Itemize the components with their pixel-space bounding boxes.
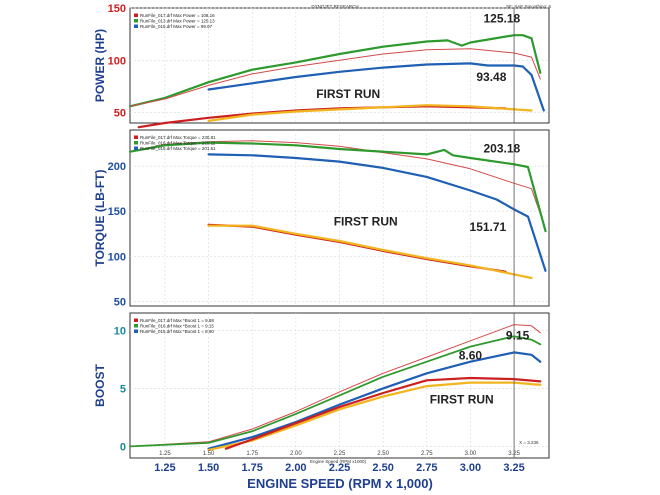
y-tick-label: 50 bbox=[114, 108, 126, 120]
legend-entry: RunFile_015.drf Max Power = 99.97 bbox=[140, 24, 213, 29]
annotation-label: 125.18 bbox=[484, 12, 521, 26]
legend-swatch bbox=[134, 24, 138, 28]
x-tick-label: 1.25 bbox=[154, 462, 175, 474]
inner-x-tick-label: 1.25 bbox=[159, 451, 171, 457]
y-tick-label: 0 bbox=[120, 441, 126, 453]
header-settings: SF: SAE Smoothing: 5 bbox=[506, 4, 552, 9]
legend-swatch bbox=[134, 135, 138, 139]
inner-x-tick-label: 3.00 bbox=[465, 451, 477, 457]
boost-series-blue bbox=[207, 351, 542, 450]
x-axis-label: ENGINE SPEED (RPM x 1,000) bbox=[247, 476, 433, 491]
cursor-readout: X = 3.236 bbox=[519, 440, 539, 445]
inner-x-tick-label: 1.75 bbox=[246, 451, 258, 457]
y-tick-label: 50 bbox=[114, 296, 126, 308]
annotation-label: 203.18 bbox=[484, 142, 521, 156]
boost-panel: 10 5 0 BOOST RunFile_017.drf Max *Boost 1 = … bbox=[93, 312, 550, 459]
x-tick-label: 2.50 bbox=[372, 462, 393, 474]
x-tick-label: 2.25 bbox=[329, 462, 350, 474]
y-tick-label: 100 bbox=[108, 251, 126, 263]
torque-axis-label: TORQUE (LB-FT) bbox=[93, 169, 107, 266]
x-tick-label: 3.00 bbox=[460, 462, 481, 474]
x-tick-label: 1.75 bbox=[241, 462, 262, 474]
power-axis-label: POWER (HP) bbox=[93, 29, 107, 102]
legend-entry: RunFile_016.drf Max Torque = 225.11 bbox=[140, 141, 216, 146]
torque-series-yellow bbox=[207, 224, 533, 280]
legend-swatch bbox=[134, 324, 138, 328]
legend-swatch bbox=[134, 329, 138, 333]
legend-entry: RunFile_017.drf Max Torque = 230.81 bbox=[140, 135, 216, 140]
y-tick-label: 5 bbox=[120, 383, 126, 395]
annotation-label: 93.48 bbox=[476, 70, 506, 84]
power-series-thin_red bbox=[129, 48, 541, 107]
inner-x-tick-label: 2.00 bbox=[290, 451, 302, 457]
annotation-label: 151.71 bbox=[470, 220, 507, 234]
y-tick-label: 150 bbox=[108, 3, 126, 15]
legend-entry: RunFile_017.drf Max Power = 108.16 bbox=[140, 13, 215, 18]
legend-entry: RunFile_015.drf Max Torque = 201.61 bbox=[140, 146, 216, 151]
y-tick-label: 100 bbox=[108, 55, 126, 67]
annotation-label: FIRST RUN bbox=[430, 392, 494, 406]
torque-panel: 200 150 100 50 TORQUE (LB-FT) RunFile_017.drf… bbox=[93, 129, 550, 308]
y-tick-label: 150 bbox=[108, 206, 126, 218]
annotation-label: 8.60 bbox=[459, 348, 483, 362]
boost-series-red bbox=[224, 376, 542, 450]
power-series-green bbox=[128, 34, 542, 108]
boost-series-green bbox=[129, 335, 542, 448]
power-series-yellow bbox=[207, 104, 533, 122]
annotation-label: FIRST RUN bbox=[316, 87, 380, 101]
x-tick-label: 2.75 bbox=[416, 462, 437, 474]
boost-axis-label: BOOST bbox=[93, 363, 107, 406]
inner-x-tick-label: 2.75 bbox=[421, 451, 433, 457]
legend-swatch bbox=[134, 13, 138, 17]
inner-x-tick-label: 2.50 bbox=[377, 451, 389, 457]
x-tick-label: 2.00 bbox=[285, 462, 306, 474]
legend-entry: RunFile_013.drf Max Power = 125.13 bbox=[140, 19, 215, 24]
legend-swatch bbox=[134, 19, 138, 23]
inner-x-tick-label: 2.25 bbox=[334, 451, 346, 457]
boost-series-yellow bbox=[207, 381, 542, 451]
inner-x-tick-label: 1.50 bbox=[203, 451, 215, 457]
annotation-label: FIRST RUN bbox=[334, 215, 398, 229]
torque-series-blue bbox=[207, 153, 547, 272]
power-panel: 150 100 50 POWER (HP) RunFile_017.drf Max Po… bbox=[93, 3, 550, 129]
legend-entry: RunFile_015.drf Max *Boost 1 = 8.60 bbox=[140, 329, 214, 334]
inner-x-tick-label: 3.25 bbox=[508, 451, 520, 457]
y-tick-label: 10 bbox=[114, 325, 126, 337]
legend-swatch bbox=[134, 146, 138, 150]
power-series-blue bbox=[207, 62, 545, 112]
legend-swatch bbox=[134, 141, 138, 145]
annotation-label: 9.15 bbox=[506, 329, 530, 343]
inner-x-axis-label: Engine Speed (RPM x1000) bbox=[310, 459, 367, 464]
legend-swatch bbox=[134, 318, 138, 322]
torque-series-green bbox=[128, 141, 547, 233]
legend-entry: RunFile_016.drf Max *Boost 1 = 9.15 bbox=[140, 324, 214, 329]
header-title: DYNOJET RESEARCH bbox=[311, 4, 358, 9]
x-tick-label: 1.50 bbox=[198, 462, 219, 474]
boost-series-thin_red bbox=[129, 324, 541, 447]
y-tick-label: 200 bbox=[108, 161, 126, 173]
legend-entry: RunFile_017.drf Max *Boost 1 = 9.88 bbox=[140, 318, 214, 323]
x-tick-label: 3.25 bbox=[503, 462, 524, 474]
